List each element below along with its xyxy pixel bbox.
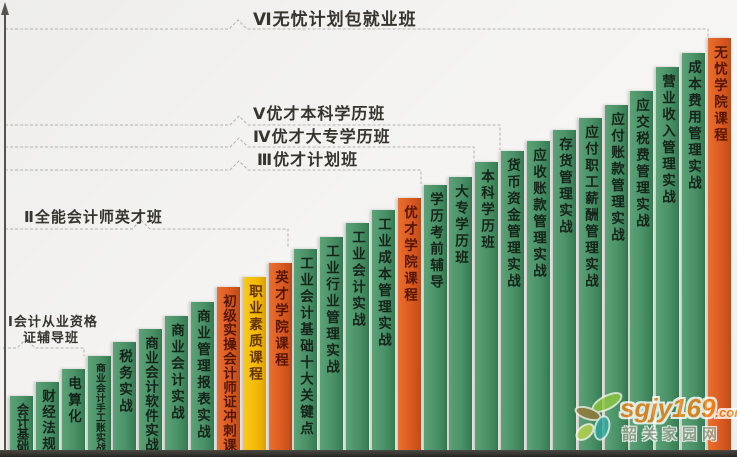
course-bar-label: 商业管理报表实战 (195, 309, 210, 441)
course-bar: 商业会计手工账实战 (88, 356, 111, 457)
course-bar: 工业行业管理实战 (320, 237, 343, 457)
level-label-line2: 证辅导班 (23, 330, 80, 346)
watermark-tld-text: .com (715, 405, 737, 420)
course-bar: 商业会计软件实战 (139, 329, 162, 457)
level-line-Ⅵ (5, 19, 709, 37)
level-label-Ⅵ: Ⅵ无忧计划包就业班 (253, 10, 417, 29)
course-bar: 初级实操会计师证冲刺课 (217, 287, 240, 457)
course-bar: 工业会计基础十大关键点 (294, 249, 317, 457)
course-bar: 电算化 (62, 369, 85, 457)
level-line-Ⅳ (5, 137, 475, 161)
course-bar: 存货管理实战 (553, 130, 576, 457)
course-bar: 工业会计实战 (346, 223, 369, 457)
course-bar: 应付职工薪酬管理实战 (579, 118, 602, 457)
course-bar-label: 初级实操会计师证冲刺课 (221, 294, 236, 453)
course-bar: 应交税费管理实战 (630, 91, 653, 457)
watermark-sgjy169: sgjy169.com 韶关家园网 (572, 385, 737, 457)
course-bar-label: 货币资金管理实战 (505, 158, 520, 290)
baseline-bar (0, 450, 737, 457)
level-label-line1: Ⅰ会计从业资格 (8, 314, 98, 329)
course-bar-label: 营业收入管理实战 (660, 74, 675, 206)
y-axis-arrow-icon (1, 2, 9, 15)
course-bar: 营业收入管理实战 (656, 67, 679, 457)
course-bar-label: 工业会计实战 (350, 230, 365, 329)
course-bar-label: 电算化 (66, 376, 81, 426)
course-bar: 货币资金管理实战 (501, 151, 524, 457)
course-bar: 本科学历班 (475, 162, 498, 457)
course-bar-label: 优才学院课程 (402, 205, 417, 304)
watermark-brand: sgjy169.com (620, 393, 737, 424)
course-bar-label: 税务实战 (117, 349, 132, 415)
course-bar: 财经法规 (36, 382, 59, 457)
course-bar: 无忧学院课程 (708, 38, 731, 457)
course-bar-label: 存货管理实战 (557, 137, 572, 236)
course-bar: 商业会计实战 (165, 316, 188, 457)
course-bar-label: 会计基础 (15, 403, 29, 453)
course-bar-label: 大专学历班 (453, 184, 468, 267)
level-label-Ⅴ: Ⅴ优才本科学历班 (253, 106, 386, 123)
course-bar-label: 财经法规 (40, 389, 55, 453)
course-bar: 英才学院课程 (269, 263, 292, 457)
level-label-Ⅲ: Ⅲ优才计划班 (257, 152, 359, 169)
watermark-brand-text: sgjy169 (620, 393, 716, 423)
course-bar: 税务实战 (113, 342, 136, 457)
course-bar: 工业成本管理实战 (372, 210, 395, 457)
course-bar-label: 无忧学院课程 (712, 45, 727, 144)
course-bar: 应收账款管理实战 (527, 141, 550, 457)
course-bar-label: 成本费用管理实战 (686, 60, 701, 192)
course-bar-label: 应收账款管理实战 (531, 148, 546, 280)
course-bar-label: 应交税费管理实战 (634, 98, 649, 230)
course-bar-label: 应付职工薪酬管理实战 (583, 125, 598, 290)
level-line-Ⅰ (3, 338, 85, 356)
level-line-Ⅴ (5, 115, 501, 150)
course-bar-label: 英才学院课程 (273, 270, 288, 369)
course-bar-label: 本科学历班 (479, 169, 494, 252)
course-bar-label: 商业会计手工账实战 (94, 363, 105, 453)
course-bar: 商业管理报表实战 (191, 302, 214, 457)
course-bar: 大专学历班 (449, 177, 472, 457)
course-bar-label: 工业行业管理实战 (324, 244, 339, 376)
level-label-Ⅳ: Ⅳ优才大专学历班 (253, 129, 391, 146)
level-label-Ⅰ: Ⅰ会计从业资格 证辅导班 (8, 314, 98, 347)
course-bar-label: 学历考前辅导 (428, 192, 443, 291)
course-bar: 应付账款管理实战 (605, 105, 628, 457)
course-bar: 优才学院课程 (398, 198, 421, 457)
course-bar-label: 应付账款管理实战 (609, 112, 624, 244)
course-bar-label: 工业会计基础十大关键点 (298, 256, 313, 438)
course-bar: 会计基础 (10, 396, 33, 457)
course-bar-label: 工业成本管理实战 (376, 217, 391, 349)
level-line-Ⅱ (5, 219, 289, 248)
level-line-Ⅲ (5, 160, 422, 184)
course-bar-label: 职业素质课程 (247, 284, 262, 383)
level-label-Ⅱ: Ⅱ全能会计师英才班 (24, 209, 163, 226)
course-bar: 职业素质课程 (243, 277, 266, 457)
watermark-site-name: 韶关家园网 (622, 426, 723, 443)
course-bar: 学历考前辅导 (424, 185, 447, 457)
course-bar: 成本费用管理实战 (682, 53, 705, 457)
course-bar-label: 商业会计软件实战 (143, 336, 158, 452)
course-bar-label: 商业会计实战 (169, 323, 184, 422)
